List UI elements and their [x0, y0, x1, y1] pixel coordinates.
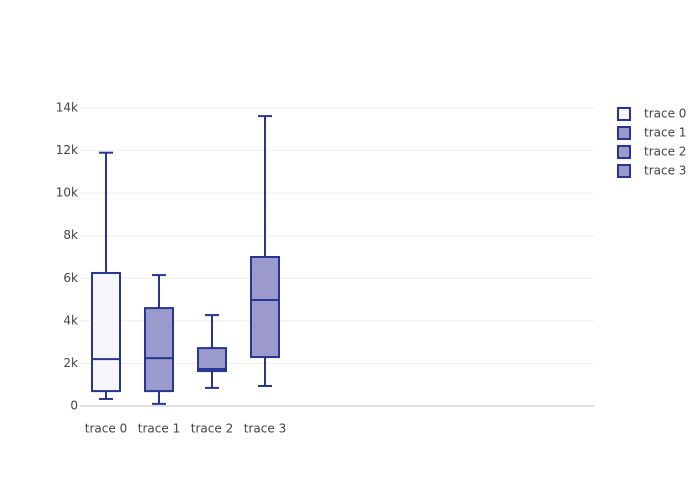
- legend-swatch: [617, 107, 631, 121]
- x-tick-label: trace 1: [138, 422, 180, 436]
- legend-label: trace 1: [644, 126, 686, 140]
- legend-label: trace 3: [644, 164, 686, 178]
- y-tick-label: 12k: [56, 143, 78, 157]
- legend-label: trace 2: [644, 145, 686, 159]
- y-tick-label: 8k: [63, 228, 78, 242]
- box: [250, 256, 280, 359]
- legend-label: trace 0: [644, 107, 686, 121]
- legend-swatch: [617, 164, 631, 178]
- legend-swatch: [617, 145, 631, 159]
- y-tick-label: 6k: [63, 271, 78, 285]
- box: [144, 307, 174, 393]
- box: [197, 347, 227, 373]
- x-tick-label: trace 0: [85, 422, 127, 436]
- y-tick-label: 0: [70, 399, 78, 413]
- x-tick-label: trace 3: [244, 422, 286, 436]
- y-tick-label: 10k: [56, 186, 78, 200]
- x-tick-label: trace 2: [191, 422, 233, 436]
- y-tick-label: 2k: [63, 356, 78, 370]
- legend-swatch: [617, 126, 631, 140]
- y-tick-label: 14k: [56, 101, 78, 115]
- y-tick-label: 4k: [63, 313, 78, 327]
- box: [91, 271, 121, 393]
